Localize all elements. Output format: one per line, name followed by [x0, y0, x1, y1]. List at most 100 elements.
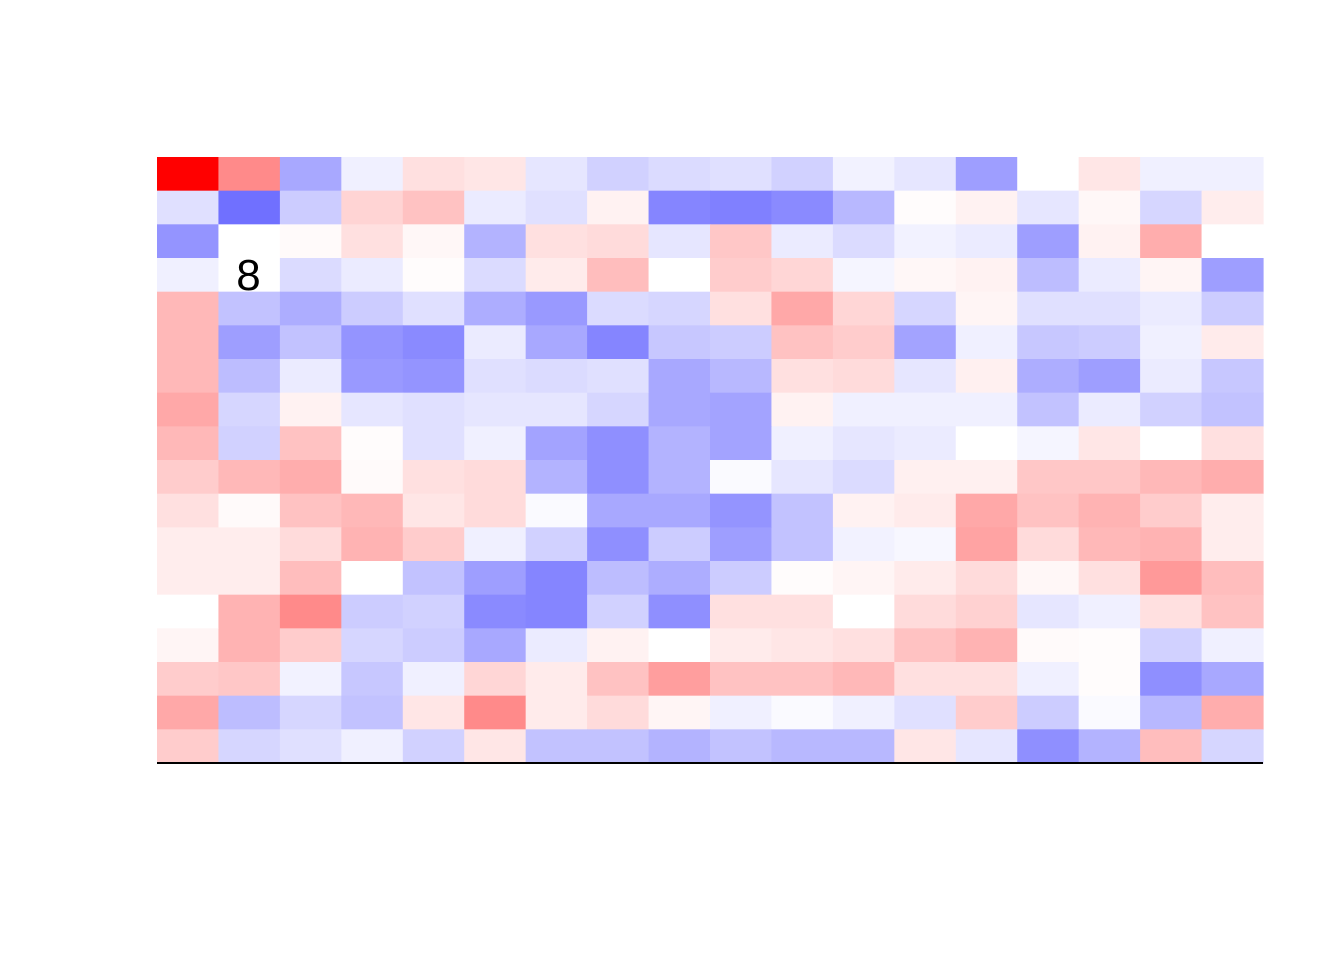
heatmap-cell-r13-c2 — [279, 594, 342, 629]
heatmap-cell-r15-c11 — [832, 662, 895, 697]
heatmap-cell-r14-c14 — [1017, 628, 1080, 663]
heatmap-cell-r10-c9 — [710, 493, 773, 528]
heatmap-cell-r5-c11 — [832, 325, 895, 360]
heatmap-cell-r11-c4 — [402, 527, 465, 562]
heatmap-cell-r0-c3 — [341, 157, 404, 192]
heatmap-cell-r9-c4 — [402, 460, 465, 495]
heatmap-cell-r8-c4 — [402, 426, 465, 461]
heatmap-cell-r13-c7 — [587, 594, 650, 629]
heatmap-cell-r6-c5 — [464, 359, 527, 394]
heatmap-cell-r10-c5 — [464, 493, 527, 528]
heatmap-cell-r15-c14 — [1017, 662, 1080, 697]
heatmap-cell-r13-c3 — [341, 594, 404, 629]
heatmap-cell-r11-c8 — [648, 527, 711, 562]
heatmap-cell-r10-c0 — [157, 493, 220, 528]
heatmap-cell-r12-c7 — [587, 561, 650, 596]
heatmap-cell-r5-c10 — [771, 325, 834, 360]
heatmap-cell-r3-c6 — [525, 258, 588, 293]
heatmap-cell-r15-c4 — [402, 662, 465, 697]
heatmap-cell-r16-c2 — [279, 695, 342, 730]
heatmap-cell-r8-c7 — [587, 426, 650, 461]
heatmap-cell-r9-c2 — [279, 460, 342, 495]
heatmap-cell-r2-c4 — [402, 224, 465, 259]
heatmap-cell-r11-c0 — [157, 527, 220, 562]
heatmap-cell-r6-c17 — [1201, 359, 1264, 394]
heatmap-cell-r3-c11 — [832, 258, 895, 293]
heatmap-cell-r6-c6 — [525, 359, 588, 394]
heatmap-cell-r6-c4 — [402, 359, 465, 394]
heatmap-cell-r17-c11 — [832, 729, 895, 764]
heatmap-cell-r4-c10 — [771, 291, 834, 326]
heatmap-cell-r3-c12 — [894, 258, 957, 293]
heatmap-cell-r4-c0 — [157, 291, 220, 326]
heatmap-cell-r1-c7 — [587, 190, 650, 225]
heatmap-cell-r17-c3 — [341, 729, 404, 764]
heatmap-cell-r12-c9 — [710, 561, 773, 596]
heatmap-cell-r0-c4 — [402, 157, 465, 192]
heatmap-cell-r14-c2 — [279, 628, 342, 663]
heatmap-cell-r11-c3 — [341, 527, 404, 562]
heatmap-cell-r3-c7 — [587, 258, 650, 293]
heatmap-cell-r12-c3 — [341, 561, 404, 596]
heatmap-cell-r9-c17 — [1201, 460, 1264, 495]
heatmap-cell-r14-c11 — [832, 628, 895, 663]
heatmap-cell-r13-c6 — [525, 594, 588, 629]
heatmap-cell-r8-c10 — [771, 426, 834, 461]
heatmap-cell-r7-c12 — [894, 392, 957, 427]
heatmap-cell-r0-c6 — [525, 157, 588, 192]
heatmap-cell-r12-c5 — [464, 561, 527, 596]
heatmap-cell-r14-c6 — [525, 628, 588, 663]
heatmap-cell-r11-c16 — [1140, 527, 1203, 562]
heatmap-cell-r1-c10 — [771, 190, 834, 225]
heatmap-cell-r5-c17 — [1201, 325, 1264, 360]
heatmap-cell-r15-c7 — [587, 662, 650, 697]
heatmap-cell-r16-c7 — [587, 695, 650, 730]
heatmap-cell-r2-c5 — [464, 224, 527, 259]
heatmap-cell-r11-c13 — [955, 527, 1018, 562]
heatmap-cell-r0-c13 — [955, 157, 1018, 192]
heatmap-cell-r15-c6 — [525, 662, 588, 697]
heatmap-cell-r13-c4 — [402, 594, 465, 629]
heatmap-cell-r1-c8 — [648, 190, 711, 225]
heatmap-cell-r5-c13 — [955, 325, 1018, 360]
heatmap-cell-r15-c12 — [894, 662, 957, 697]
heatmap-cells — [157, 157, 1264, 764]
heatmap-cell-r15-c16 — [1140, 662, 1203, 697]
heatmap-cell-r1-c4 — [402, 190, 465, 225]
heatmap-cell-r6-c9 — [710, 359, 773, 394]
heatmap-cell-r1-c15 — [1078, 190, 1141, 225]
heatmap-cell-r14-c17 — [1201, 628, 1264, 663]
heatmap-cell-r16-c8 — [648, 695, 711, 730]
heatmap-cell-r1-c2 — [279, 190, 342, 225]
heatmap-cell-r14-c13 — [955, 628, 1018, 663]
heatmap-cell-r8-c17 — [1201, 426, 1264, 461]
heatmap-cell-r1-c14 — [1017, 190, 1080, 225]
heatmap-cell-r13-c13 — [955, 594, 1018, 629]
heatmap-cell-r1-c5 — [464, 190, 527, 225]
heatmap-cell-r7-c15 — [1078, 392, 1141, 427]
heatmap-cell-r13-c8 — [648, 594, 711, 629]
heatmap-cell-r10-c4 — [402, 493, 465, 528]
heatmap-cell-r7-c13 — [955, 392, 1018, 427]
heatmap-cell-r1-c0 — [157, 190, 220, 225]
heatmap-cell-r8-c0 — [157, 426, 220, 461]
heatmap-cell-r16-c16 — [1140, 695, 1203, 730]
heatmap-cell-r8-c2 — [279, 426, 342, 461]
heatmap-cell-r4-c1 — [218, 291, 281, 326]
heatmap-cell-r17-c15 — [1078, 729, 1141, 764]
heatmap-cell-r3-c17 — [1201, 258, 1264, 293]
heatmap-cell-r13-c9 — [710, 594, 773, 629]
heatmap-cell-r1-c17 — [1201, 190, 1264, 225]
heatmap-cell-r10-c12 — [894, 493, 957, 528]
heatmap-cell-r5-c4 — [402, 325, 465, 360]
heatmap-cell-r3-c1 — [218, 258, 281, 293]
heatmap-cell-r2-c9 — [710, 224, 773, 259]
heatmap-cell-r15-c8 — [648, 662, 711, 697]
heatmap-cell-r2-c12 — [894, 224, 957, 259]
heatmap-cell-r4-c17 — [1201, 291, 1264, 326]
heatmap-cell-r3-c2 — [279, 258, 342, 293]
heatmap-cell-r8-c9 — [710, 426, 773, 461]
heatmap-cell-r15-c2 — [279, 662, 342, 697]
heatmap-cell-r13-c15 — [1078, 594, 1141, 629]
heatmap-cell-r10-c3 — [341, 493, 404, 528]
